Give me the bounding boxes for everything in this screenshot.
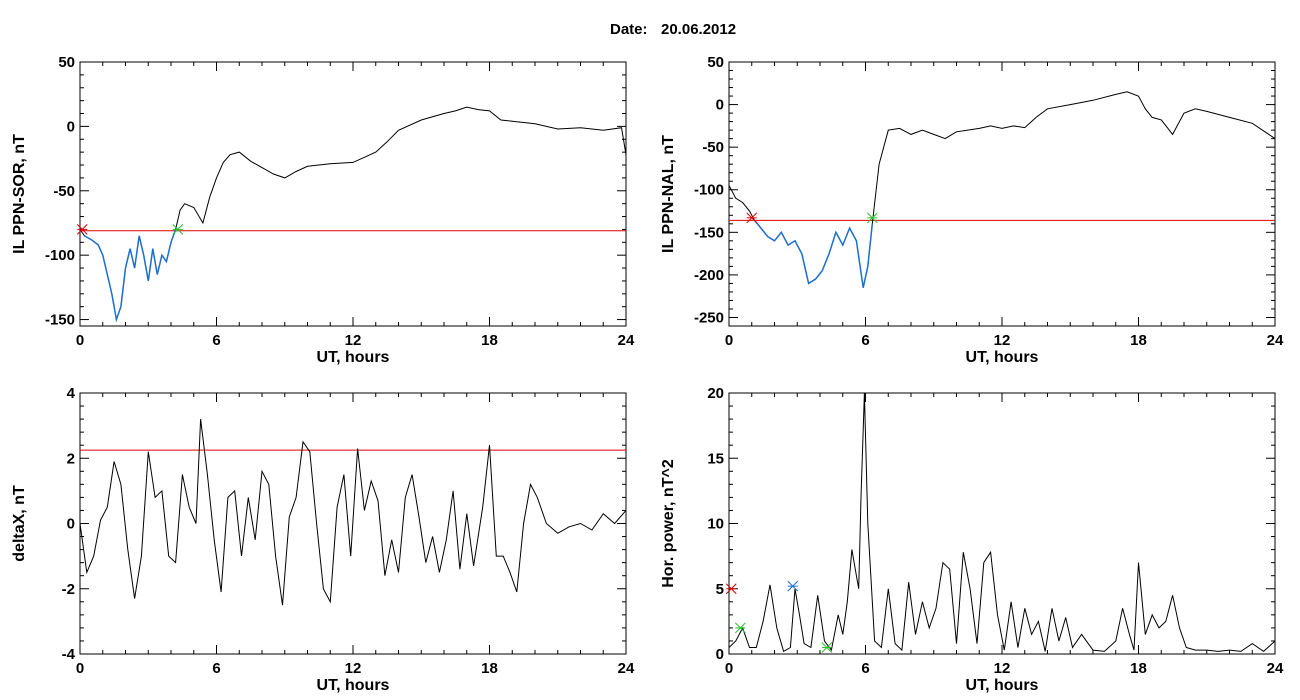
x-tick-label: 12 [345,332,362,349]
chart-ppn_sor: 0 6 12 18 24 -150 -100 -50 0 50 UT, hours IL PPN-SO… [11,54,635,366]
x-tick-label: 18 [1130,332,1147,349]
y-tick-label: 0 [716,97,724,114]
x-tick-label: 6 [861,660,869,677]
storm-segment-line [753,219,874,288]
chart-ppn_nal: 0 6 12 18 24 -250 -200 -150 -100 -50 0 50 UT, hours I… [660,54,1284,366]
y-tick-label: -200 [694,267,724,284]
event-marker [725,583,737,595]
y-axis-label: IL PPN-NAL, nT [660,135,677,253]
y-tick-label: 50 [707,54,724,71]
y-tick-label: 0 [67,118,75,135]
x-tick-label: 0 [725,660,733,677]
y-tick-label: 2 [67,450,75,467]
y-axis-label: Hor. power, nT^2 [660,459,677,588]
x-tick-label: 12 [994,332,1011,349]
storm-segment-line [84,229,177,323]
date-value: 20.06.2012 [661,21,736,38]
x-tick-label: 24 [618,332,635,349]
y-tick-label: 20 [707,385,724,402]
series-line [79,419,627,606]
event-marker [172,224,184,235]
event-marker [735,622,746,634]
x-tick-label: 0 [725,332,733,349]
x-axis-label: UT, hours [317,349,390,366]
y-tick-label: -2 [62,581,75,598]
y-tick-label: -100 [694,182,724,199]
plot-frame [728,392,1276,655]
y-tick-label: 0 [716,646,724,663]
x-tick-label: 6 [212,660,220,677]
event-marker [821,642,833,653]
y-tick-label: 0 [67,516,75,533]
x-tick-label: 18 [481,660,498,677]
x-tick-label: 12 [994,660,1011,677]
y-tick-label: 50 [58,54,75,71]
y-tick-label: 15 [707,450,724,467]
plot-frame [728,61,1276,327]
event-marker [746,212,758,224]
x-tick-label: 6 [212,332,220,349]
y-tick-label: -150 [45,312,75,329]
x-tick-label: 0 [76,660,84,677]
y-tick-label: -250 [694,309,724,326]
x-tick-label: 24 [1267,332,1284,349]
event-marker [787,580,799,592]
y-tick-label: -100 [45,247,75,264]
y-tick-label: 10 [707,516,724,533]
event-marker [76,224,88,235]
x-tick-label: 24 [618,660,635,677]
y-tick-label: -150 [694,224,724,241]
x-tick-label: 18 [1130,660,1147,677]
series-line [728,91,1276,288]
plot-frame [79,61,627,327]
x-tick-label: 24 [1267,660,1284,677]
y-tick-label: -4 [62,646,76,663]
y-tick-label: 4 [67,385,76,402]
date-label: Date: [610,21,648,38]
y-axis-label: IL PPN-SOR, nT [11,134,28,254]
series-line [728,392,1276,653]
series-line [79,106,627,322]
event-marker [866,212,878,224]
x-tick-label: 0 [76,332,84,349]
chart-hor_power: 0 6 12 18 24 0 5 10 15 20 UT, hours Hor. power, nT^… [660,385,1284,694]
y-tick-label: -50 [53,183,75,200]
x-tick-label: 6 [861,332,869,349]
x-axis-label: UT, hours [317,677,390,694]
x-tick-label: 12 [345,660,362,677]
y-axis-label: deltaX, nT [11,485,28,562]
y-tick-label: 5 [716,581,724,598]
x-axis-label: UT, hours [966,677,1039,694]
x-tick-label: 18 [481,332,498,349]
y-tick-label: -50 [702,139,724,156]
x-axis-label: UT, hours [966,349,1039,366]
